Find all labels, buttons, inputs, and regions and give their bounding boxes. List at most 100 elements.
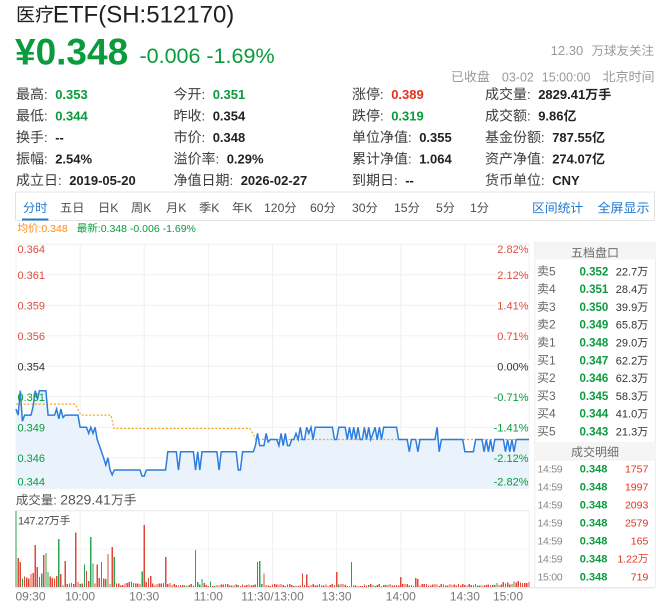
svg-text:2019-05-20: 2019-05-20 [69,173,136,188]
svg-text:21.3: 21.3 [616,427,637,439]
svg-text:147.27: 147.27 [18,515,50,527]
svg-text:2.12%: 2.12% [497,270,528,282]
svg-text:2829.41: 2829.41 [538,87,585,102]
svg-text:09:30: 09:30 [16,590,46,604]
svg-text:0.344: 0.344 [18,477,46,489]
svg-text:0.359: 0.359 [18,300,46,312]
svg-text:165: 165 [631,535,649,547]
svg-text:ETF(SH:512170): ETF(SH:512170) [53,1,234,28]
svg-text:0.389: 0.389 [391,87,424,102]
svg-text:0.346: 0.346 [580,373,609,385]
svg-text:K: K [211,201,219,215]
svg-text:0.347: 0.347 [580,355,609,367]
svg-text:0.346: 0.346 [18,453,46,465]
svg-text::: : [380,109,387,124]
svg-text:0.345: 0.345 [580,391,609,403]
svg-text:0.348: 0.348 [580,463,608,475]
svg-text:29.0: 29.0 [616,338,637,350]
svg-text:13:30: 13:30 [322,590,352,604]
svg-text:6: 6 [310,201,317,215]
svg-text::: : [216,152,223,167]
svg-text:12.30: 12.30 [551,43,584,58]
svg-text:0.349: 0.349 [18,422,46,434]
svg-text:1.064: 1.064 [419,152,452,167]
svg-text::: : [44,109,51,124]
svg-text:14:59: 14:59 [538,535,563,547]
svg-text:9.86: 9.86 [538,109,563,124]
svg-text:0.348: 0.348 [213,130,246,145]
svg-text:0.344: 0.344 [580,409,609,421]
svg-text:719: 719 [631,571,649,583]
svg-text:0.348: 0.348 [580,481,608,493]
svg-text:1757: 1757 [625,463,649,475]
svg-text:-2.82%: -2.82% [494,477,529,489]
svg-text:4: 4 [549,282,556,296]
svg-text:1: 1 [264,201,271,215]
svg-text:0: 0 [317,201,324,215]
svg-text:0.352: 0.352 [580,266,609,278]
svg-text:14:30: 14:30 [450,590,480,604]
svg-text::: : [202,87,209,102]
svg-text:0.348: 0.348 [580,499,608,511]
svg-text:CNY: CNY [552,173,580,188]
svg-text:41.0: 41.0 [616,409,637,421]
svg-text:2.82%: 2.82% [497,244,528,256]
svg-text:0: 0 [359,201,366,215]
svg-text::: : [541,130,548,145]
svg-text:0.343: 0.343 [580,427,609,439]
svg-text::: : [408,152,415,167]
svg-text:14:59: 14:59 [538,463,563,475]
svg-text:14:59: 14:59 [538,499,563,511]
svg-text::: : [380,87,387,102]
svg-text::: : [527,87,534,102]
svg-text:15:00:00: 15:00:00 [542,70,591,84]
svg-text:2: 2 [271,201,278,215]
svg-text:-0.006 -1.69%: -0.006 -1.69% [140,44,275,68]
svg-text:11:30/13:00: 11:30/13:00 [241,590,304,604]
svg-text:3: 3 [352,201,359,215]
svg-text:0.00%: 0.00% [497,361,528,373]
svg-text::: : [44,152,51,167]
svg-text::: : [541,152,548,167]
svg-text:1997: 1997 [625,481,649,493]
svg-text:62.3: 62.3 [616,373,637,385]
svg-text:39.9: 39.9 [616,302,637,314]
svg-text:2093: 2093 [625,499,649,511]
svg-text::: : [202,109,209,124]
svg-text:5: 5 [401,201,408,215]
svg-text:K: K [143,201,151,215]
svg-text::0.348: :0.348 [39,223,68,235]
svg-text:0.71%: 0.71% [497,331,528,343]
svg-text::: : [394,173,401,188]
svg-text:1: 1 [470,201,477,215]
svg-text:2829.41: 2829.41 [60,491,111,507]
svg-text:2: 2 [549,371,556,385]
svg-text:0.356: 0.356 [18,331,46,343]
svg-text:5: 5 [549,425,556,439]
svg-text:3: 3 [549,300,556,314]
svg-text:0.351: 0.351 [18,392,46,404]
svg-text:¥0.348: ¥0.348 [15,32,128,73]
svg-text::: : [527,109,534,124]
svg-text:787.55: 787.55 [552,130,592,145]
svg-text:58.3: 58.3 [616,391,637,403]
svg-text:65.8: 65.8 [616,320,637,332]
svg-text::: : [408,130,415,145]
svg-text:K: K [178,201,186,215]
svg-text:5: 5 [436,201,443,215]
svg-text:K: K [110,201,118,215]
svg-text::: : [230,173,237,188]
svg-text:14:59: 14:59 [538,481,563,493]
svg-text:14:59: 14:59 [538,517,563,529]
svg-text:-2.12%: -2.12% [494,453,529,465]
svg-text::: : [58,173,65,188]
svg-text:0.344: 0.344 [55,109,88,124]
svg-text:0.364: 0.364 [18,244,46,256]
svg-text:1: 1 [549,353,556,367]
svg-text:22.7: 22.7 [616,266,637,278]
svg-text:274.07: 274.07 [552,152,592,167]
svg-text:0.351: 0.351 [580,284,609,296]
svg-text:0.350: 0.350 [580,302,609,314]
svg-text:--: -- [55,130,64,145]
svg-text:4: 4 [549,407,556,421]
